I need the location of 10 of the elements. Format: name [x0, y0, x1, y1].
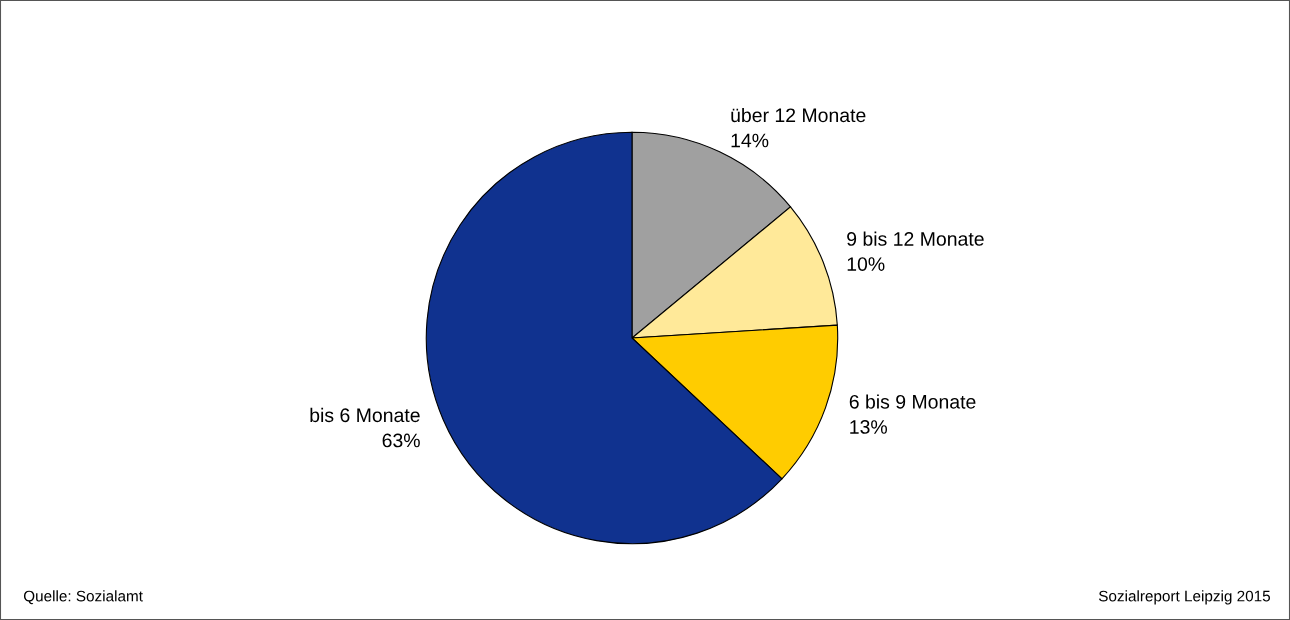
data-label: 63%: [382, 433, 420, 448]
slice-label: bis 6 Monate: [310, 407, 420, 423]
text: Sozialreport Leipzig 2015: [1098, 590, 1271, 605]
data-label: 10%: [847, 257, 885, 271]
slice-label: 9 bis 12 Monate: [847, 231, 984, 246]
slice-label: 6 bis 9 Monate: [849, 394, 976, 409]
source-note: Quelle: Sozialamt: [23, 590, 143, 605]
data-label: 14%: [731, 133, 769, 148]
slice-label: über 12 Monate: [731, 107, 866, 123]
data-label: 13%: [850, 420, 887, 434]
